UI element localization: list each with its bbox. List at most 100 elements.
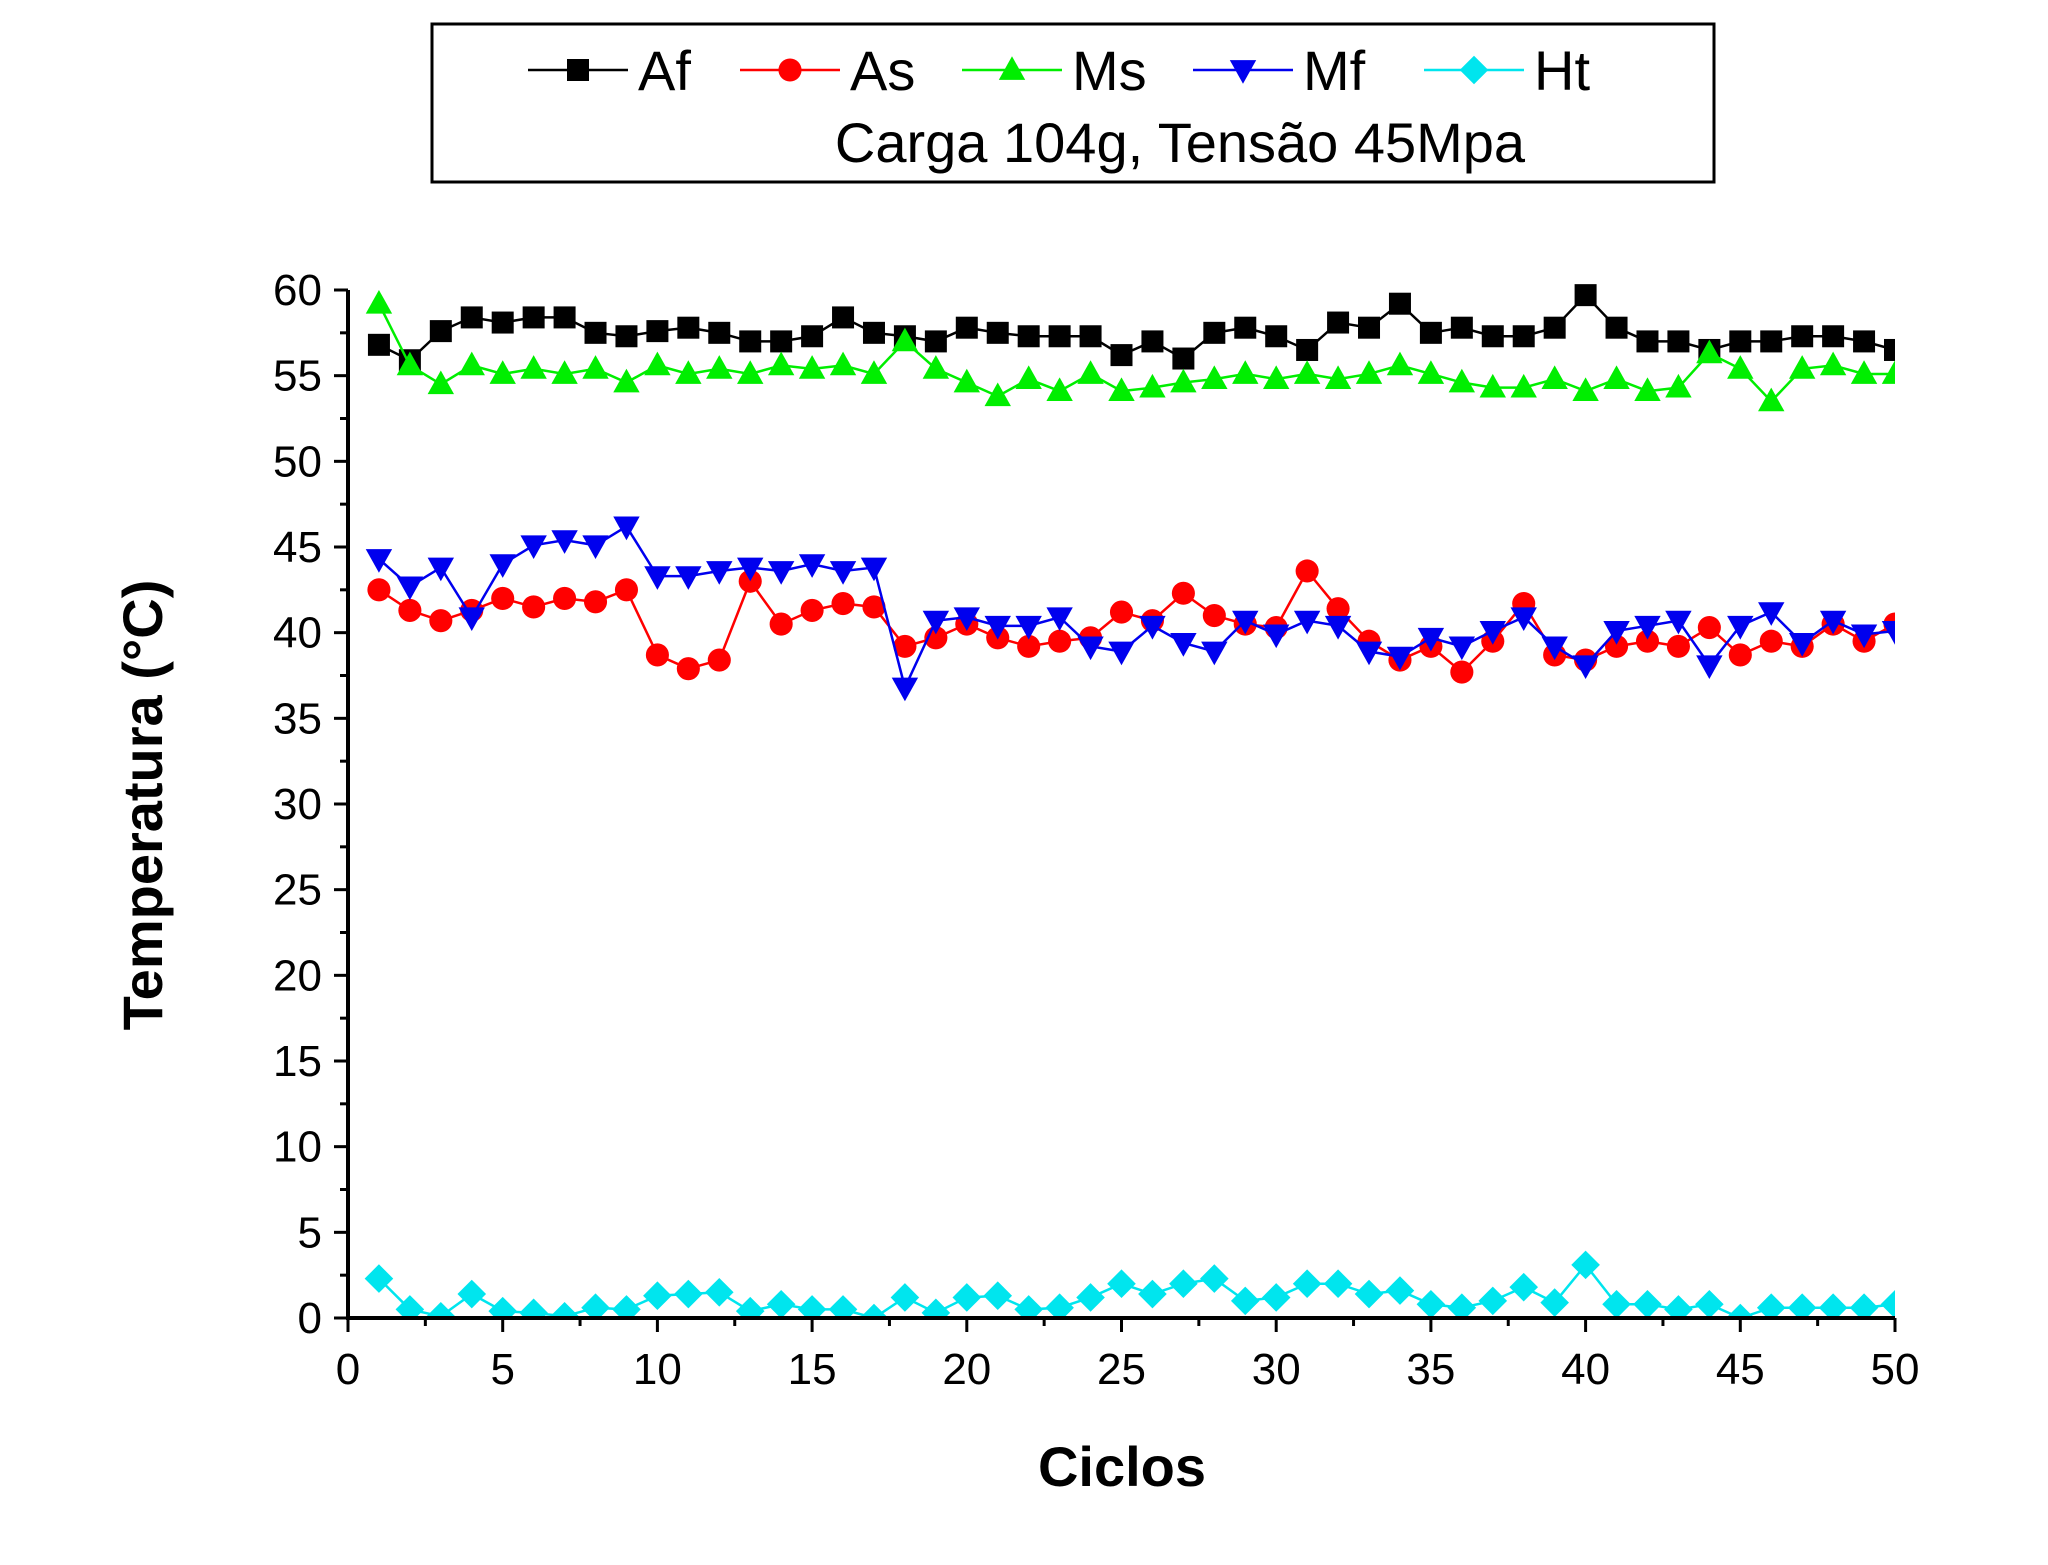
data-point-af xyxy=(1203,321,1226,344)
data-point-ms xyxy=(551,360,578,384)
data-point-mf xyxy=(737,557,764,582)
x-tick-label: 25 xyxy=(1097,1345,1146,1394)
data-point-af xyxy=(1388,292,1411,315)
data-point-ht xyxy=(983,1281,1013,1311)
data-point-as xyxy=(645,643,669,667)
data-point-ht xyxy=(890,1283,920,1312)
data-point-ht xyxy=(1880,1289,1895,1318)
data-point-mf xyxy=(1510,607,1537,631)
data-point-mf xyxy=(1696,655,1723,679)
x-tick-label: 45 xyxy=(1716,1345,1765,1394)
data-point-ms xyxy=(365,289,393,314)
data-point-af xyxy=(1791,325,1814,348)
series-ht xyxy=(364,1250,1895,1318)
data-point-mf xyxy=(1727,615,1754,640)
data-point-mf xyxy=(1758,602,1785,626)
legend-item-mf: Mf xyxy=(1193,39,1366,102)
data-point-ms xyxy=(675,360,702,384)
series-line-ms xyxy=(377,303,1895,404)
data-point-as xyxy=(831,591,855,616)
x-tick-label: 0 xyxy=(336,1345,360,1394)
data-point-ht xyxy=(1107,1269,1136,1299)
data-point-af xyxy=(739,330,762,353)
legend-label: Mf xyxy=(1303,39,1366,102)
x-tick-label: 10 xyxy=(633,1345,682,1394)
data-point-mf xyxy=(675,566,702,590)
x-tick-label: 5 xyxy=(490,1345,514,1394)
data-point-ht xyxy=(1045,1293,1074,1318)
data-point-ht xyxy=(395,1295,425,1318)
data-point-ms xyxy=(1015,365,1042,389)
data-point-ht xyxy=(1354,1279,1384,1309)
data-point-as xyxy=(1697,615,1721,640)
data-point-ht xyxy=(1726,1303,1755,1318)
data-point-ms xyxy=(1696,339,1723,364)
data-point-ht xyxy=(1818,1293,1848,1318)
data-point-ms xyxy=(1448,368,1476,393)
legend-marker xyxy=(1459,55,1489,85)
data-point-ms xyxy=(984,382,1011,407)
data-point-ms xyxy=(1665,373,1692,398)
data-point-as xyxy=(553,586,577,610)
data-point-ht xyxy=(859,1303,889,1318)
x-tick-label: 30 xyxy=(1252,1345,1301,1394)
data-point-ms xyxy=(458,351,485,376)
data-point-ms xyxy=(1881,360,1895,384)
data-point-mf xyxy=(1293,610,1321,635)
data-point-mf xyxy=(1788,633,1816,657)
data-point-ms xyxy=(1819,351,1847,376)
data-point-ht xyxy=(1664,1295,1693,1318)
data-point-ht xyxy=(519,1298,548,1318)
data-point-ms xyxy=(1788,355,1816,379)
y-axis-title: Temperatura (°C) xyxy=(111,580,174,1031)
data-point-ms xyxy=(706,355,733,379)
data-point-ht xyxy=(550,1301,579,1318)
y-tick-label: 40 xyxy=(273,609,322,658)
data-point-mf xyxy=(582,535,609,560)
data-point-af xyxy=(1667,330,1690,353)
data-point-mf xyxy=(1417,627,1445,652)
data-point-ht xyxy=(1633,1289,1662,1318)
legend-item-ht: Ht xyxy=(1424,39,1590,102)
data-point-ht xyxy=(797,1295,827,1318)
axis-ticks: 0 5 10 15 20 25 30 35 40 45 50 55 60 0 5 10 15 20 25 30 35 40… xyxy=(273,266,1919,1394)
data-point-mf xyxy=(798,554,826,578)
data-point-ht xyxy=(1509,1272,1539,1302)
data-point-as xyxy=(1048,629,1072,653)
data-point-ht xyxy=(1076,1283,1105,1312)
data-point-ht xyxy=(581,1293,610,1318)
legend-label: As xyxy=(850,39,915,102)
data-point-af xyxy=(924,330,947,353)
data-point-af xyxy=(1327,311,1350,334)
data-point-as xyxy=(1109,600,1134,624)
data-point-as xyxy=(893,634,917,658)
data-point-ms xyxy=(1479,373,1506,398)
data-point-mf xyxy=(1572,655,1599,679)
x-tick-label: 40 xyxy=(1561,1345,1610,1394)
data-point-as xyxy=(1450,660,1474,684)
data-point-af xyxy=(708,321,731,344)
data-point-ht xyxy=(1571,1250,1600,1280)
data-point-ms xyxy=(427,370,455,395)
legend-label: Ht xyxy=(1534,39,1590,102)
data-point-as xyxy=(367,578,391,602)
data-point-mf xyxy=(1448,636,1476,661)
plot-series xyxy=(364,284,1895,1318)
legend-marker xyxy=(998,56,1026,80)
data-point-ht xyxy=(1849,1293,1879,1318)
data-point-as xyxy=(1202,603,1226,628)
data-point-ht xyxy=(1138,1279,1167,1309)
data-point-mf xyxy=(1139,615,1166,640)
data-point-ms xyxy=(798,355,826,379)
data-point-ms xyxy=(1293,360,1321,384)
data-point-ms xyxy=(1232,360,1259,384)
data-point-af xyxy=(1822,325,1845,348)
data-point-as xyxy=(1666,634,1690,658)
y-tick-label: 0 xyxy=(298,1294,322,1343)
data-point-af xyxy=(1543,316,1566,339)
data-point-ht xyxy=(1230,1286,1260,1316)
data-point-mf xyxy=(1201,641,1228,666)
data-point-af xyxy=(1110,344,1133,367)
data-point-af xyxy=(460,306,483,329)
series-mf xyxy=(365,516,1895,702)
